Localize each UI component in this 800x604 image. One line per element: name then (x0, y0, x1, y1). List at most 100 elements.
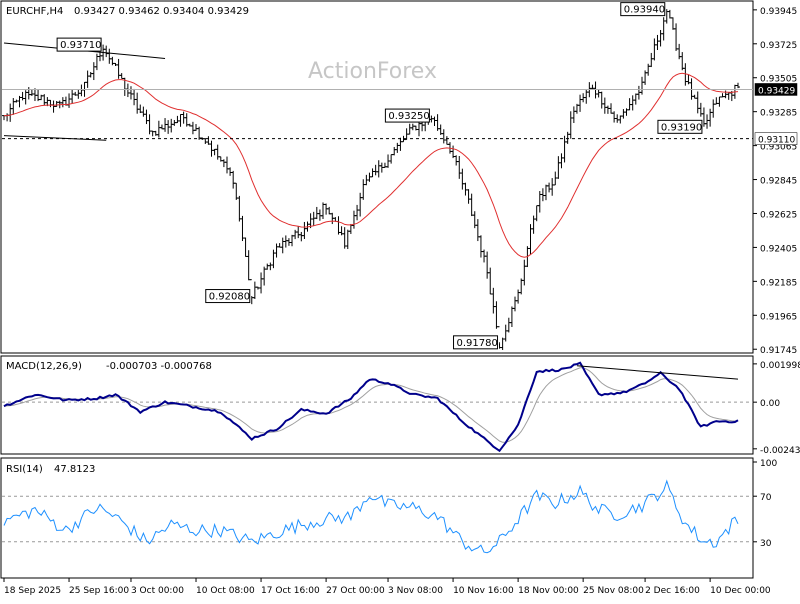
price-bar (547, 182, 552, 193)
price-bar (457, 155, 462, 179)
price-bar (259, 272, 264, 294)
price-bar (8, 103, 13, 122)
price-bar (556, 156, 561, 179)
price-bar (652, 38, 657, 61)
price-bar (268, 262, 273, 271)
price-bar (454, 155, 459, 166)
price-annotation: 0.93710 (56, 37, 104, 52)
price-bar (376, 160, 381, 178)
price-bar (293, 229, 298, 240)
price-bar (410, 123, 415, 131)
macd-main-line (3, 361, 739, 453)
price-bar (125, 83, 130, 98)
price-bar (593, 81, 598, 99)
price-bar (290, 234, 295, 247)
price-bar (630, 95, 635, 111)
price-annotation: 0.93940 (620, 2, 668, 17)
price-bar (70, 89, 75, 104)
price-bar (615, 114, 620, 123)
price-bar (317, 209, 322, 221)
price-y-tick-label: 0.91965 (760, 312, 797, 322)
price-bar (658, 29, 663, 47)
price-bar (283, 235, 288, 248)
price-bar (265, 263, 270, 270)
price-bar (370, 168, 375, 178)
price-y-tick-label: 0.92405 (760, 244, 797, 254)
price-bar (389, 154, 394, 164)
price-bar (101, 46, 106, 61)
price-bar (373, 164, 378, 176)
annotation-box (620, 2, 666, 17)
price-bar (736, 82, 740, 89)
price-bar (618, 115, 623, 124)
price-bar (444, 136, 449, 145)
price-bar (460, 168, 465, 190)
annotation-label: 0.93940 (624, 5, 665, 16)
price-bar (578, 94, 583, 112)
price-bar (478, 235, 483, 258)
price-bar (215, 144, 220, 160)
current-price-tag-box (754, 83, 798, 96)
price-bar (91, 62, 96, 81)
price-bar (491, 287, 496, 314)
price-bar (221, 159, 226, 168)
annotation-box (384, 108, 430, 123)
x-tick-label: 3 Oct 00:00 (131, 586, 184, 596)
price-bar (562, 135, 567, 163)
macd-values: -0.000703 -0.000768 (106, 361, 212, 372)
rsi-y-tick-label: 70 (760, 493, 772, 503)
price-bar (395, 142, 400, 153)
price-bar (249, 279, 254, 305)
price-bar (206, 136, 211, 145)
price-bar (429, 117, 434, 123)
price-bar (274, 243, 279, 258)
price-bar (441, 129, 446, 144)
price-bar (119, 73, 124, 79)
price-bar (599, 91, 604, 109)
price-bar (559, 153, 564, 169)
price-bar (612, 111, 617, 123)
price-bar (605, 105, 610, 114)
x-tick-label: 18 Nov 00:00 (518, 586, 579, 596)
price-bar (209, 140, 214, 157)
price-bar (568, 111, 573, 139)
price-bar (5, 113, 10, 122)
rsi-panel-frame (0, 457, 754, 579)
price-annotation: 0.93250 (384, 108, 432, 123)
price-bar (355, 204, 360, 221)
annotation-box (205, 289, 251, 304)
price-bar (571, 106, 576, 124)
price-bar (243, 237, 248, 257)
macd-layer (2, 361, 753, 453)
price-y-tick-label: 0.93945 (760, 7, 797, 17)
price-bar (144, 109, 149, 125)
reference-level-tag-text: 0.93110 (758, 136, 795, 146)
price-bar (674, 23, 679, 51)
price-bar (212, 148, 217, 156)
macd-y-tick-label: 0.001998 (760, 361, 800, 371)
rsi-line (3, 479, 739, 554)
price-bar (584, 89, 589, 104)
price-bar (336, 216, 341, 235)
price-bar (485, 251, 490, 279)
rsi-layer (2, 479, 753, 554)
price-bar (639, 76, 644, 95)
price-bar (231, 170, 236, 189)
price-bar (531, 215, 536, 234)
price-y-tick-label: 0.92185 (760, 278, 797, 288)
x-tick-label: 3 Nov 08:00 (388, 586, 443, 596)
price-bar (107, 48, 112, 64)
price-bar (670, 17, 675, 30)
moving-average-line (4, 72, 739, 258)
x-tick-label: 10 Oct 08:00 (196, 586, 255, 596)
price-bar (711, 99, 716, 118)
price-bar (633, 93, 638, 105)
price-bar (506, 317, 511, 333)
annotation-box (657, 119, 703, 134)
price-bar (655, 34, 660, 51)
price-bar (358, 192, 363, 217)
price-bar (156, 120, 161, 138)
price-bar (469, 193, 474, 217)
